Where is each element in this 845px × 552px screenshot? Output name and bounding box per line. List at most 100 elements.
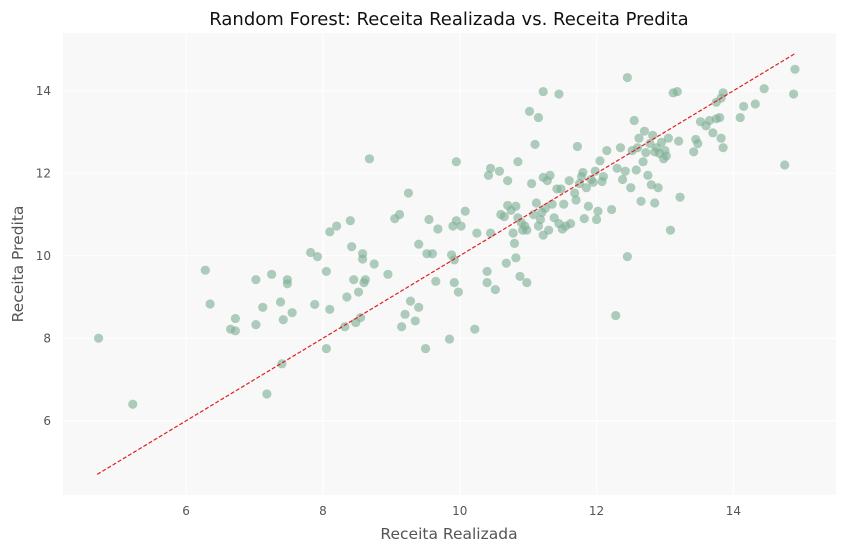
data-point	[559, 199, 569, 209]
data-point	[750, 99, 760, 109]
data-point	[482, 277, 492, 288]
data-point	[622, 72, 632, 83]
data-point	[588, 177, 598, 187]
data-point	[364, 154, 375, 164]
data-point	[251, 275, 261, 285]
data-point	[451, 157, 461, 167]
data-point	[643, 170, 653, 180]
data-point	[287, 308, 297, 318]
data-point	[340, 322, 350, 332]
data-point	[788, 89, 799, 99]
data-point	[420, 343, 431, 354]
data-point	[611, 310, 621, 321]
data-point	[397, 322, 407, 332]
data-point	[383, 269, 393, 279]
data-point	[424, 214, 434, 225]
data-point	[656, 137, 667, 147]
data-point	[275, 297, 286, 307]
data-point	[355, 313, 366, 323]
data-point	[663, 133, 674, 143]
data-point	[93, 333, 104, 343]
scatter-points	[93, 64, 800, 409]
data-point	[128, 399, 138, 409]
data-point	[321, 266, 331, 277]
data-point	[675, 192, 685, 202]
data-point	[780, 160, 790, 170]
data-point	[607, 204, 617, 215]
data-point	[310, 299, 320, 310]
data-point	[531, 198, 541, 208]
y-tick-label: 12	[36, 166, 51, 180]
data-point	[554, 89, 564, 99]
data-point	[472, 228, 482, 238]
data-point	[638, 157, 648, 167]
data-point	[708, 128, 718, 138]
data-point	[262, 389, 272, 399]
data-point	[282, 275, 292, 285]
data-point	[403, 188, 414, 198]
x-tick-label: 10	[452, 504, 467, 518]
data-point	[653, 183, 663, 193]
data-point	[431, 276, 441, 286]
data-point	[590, 166, 600, 176]
data-point	[620, 166, 630, 176]
data-point	[570, 188, 580, 198]
data-point	[591, 214, 602, 225]
data-point	[515, 271, 525, 281]
data-point	[617, 174, 628, 185]
data-point	[325, 304, 335, 314]
data-point	[665, 225, 676, 235]
data-point	[470, 324, 480, 334]
chart-title: Random Forest: Receita Realizada vs. Rec…	[209, 9, 688, 30]
data-point	[564, 176, 574, 186]
data-point	[648, 130, 658, 140]
y-tick-labels: 6 8 10 12 14	[36, 84, 51, 428]
data-point	[583, 201, 593, 211]
data-point	[595, 156, 605, 166]
data-point	[400, 309, 410, 319]
x-axis-label: Receita Realizada	[380, 525, 517, 543]
data-point	[545, 170, 555, 180]
data-point	[547, 199, 557, 209]
data-point	[342, 292, 352, 302]
y-tick-label: 6	[43, 414, 51, 428]
data-point	[325, 227, 335, 237]
reference-line	[96, 53, 796, 475]
data-point	[369, 259, 379, 269]
data-point	[503, 176, 513, 186]
data-point	[718, 143, 728, 153]
data-point	[790, 64, 800, 74]
x-tick-label: 8	[319, 504, 327, 518]
data-point	[639, 126, 650, 136]
data-point	[636, 196, 646, 206]
data-point	[579, 214, 589, 224]
data-point	[641, 148, 651, 158]
data-point	[482, 266, 492, 277]
data-point	[490, 284, 500, 295]
data-point	[522, 277, 532, 288]
data-point	[650, 198, 660, 208]
data-point	[312, 251, 323, 262]
y-tick-label: 10	[36, 249, 51, 263]
data-point	[332, 221, 342, 231]
data-point	[672, 86, 682, 97]
data-point	[526, 178, 537, 189]
data-point	[414, 239, 424, 249]
data-point	[716, 133, 726, 143]
data-point	[522, 225, 532, 235]
data-point	[485, 228, 496, 238]
data-point	[360, 275, 370, 285]
data-point	[572, 141, 583, 152]
data-point	[405, 296, 416, 306]
data-point	[535, 214, 546, 225]
x-tick-label: 14	[726, 504, 741, 518]
data-point	[634, 133, 644, 143]
data-point	[414, 302, 424, 312]
y-tick-label: 8	[43, 331, 51, 345]
data-point	[485, 163, 496, 173]
data-point	[278, 315, 288, 325]
data-point	[251, 320, 261, 330]
data-point	[571, 195, 581, 205]
data-point	[645, 138, 655, 149]
